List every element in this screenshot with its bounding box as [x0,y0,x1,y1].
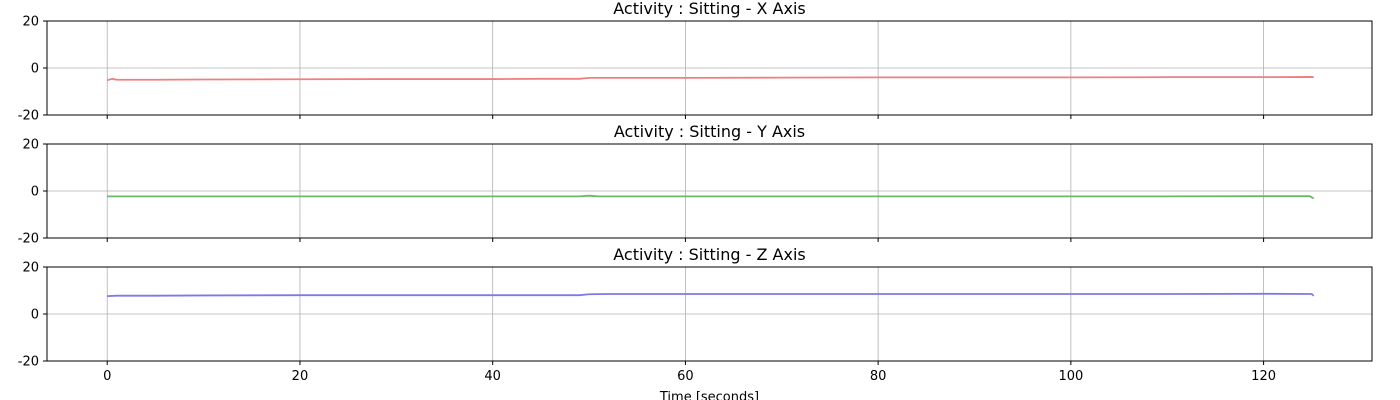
z-axis-ytick-label: 0 [31,308,39,323]
z-axis-ytick-label: 20 [22,261,39,276]
x-axis-title: Activity : Sitting - X Axis [613,0,805,18]
y-axis-ytick-label: -20 [18,232,39,247]
z-axis-xtick-label: 60 [677,369,694,384]
x-axis-ytick-label: -20 [18,109,39,124]
y-axis-title: Activity : Sitting - Y Axis [614,122,805,141]
z-axis-title: Activity : Sitting - Z Axis [613,245,805,264]
subplot-panels: -20 0 20 Activity : Sitting - X Axis -20 0 20 A… [18,0,1373,400]
x-axis-ytick-label: 20 [22,15,39,30]
y-axis-ytick-label: 20 [22,138,39,153]
z-axis-xtick-label: 20 [292,369,309,384]
z-axis-xlabel: Time [seconds] [659,390,759,400]
z-axis-ytick-label: -20 [18,355,39,370]
y-axis-series-line [107,194,1315,200]
x-axis-ytick-label: 0 [31,62,39,77]
y-axis-ytick-label: 0 [31,185,39,200]
z-axis-xtick-label: 120 [1251,369,1276,384]
z-axis-xtick-label: 100 [1058,369,1083,384]
z-axis-series-line [107,292,1315,298]
z-axis-subplot: -20 0 20 0 20 40 60 80 100 120 Activity : Sitting … [18,245,1373,400]
x-axis-subplot: -20 0 20 Activity : Sitting - X Axis [18,0,1373,124]
z-axis-xtick-label: 80 [870,369,887,384]
y-axis-subplot: -20 0 20 Activity : Sitting - Y Axis [18,122,1373,247]
z-axis-xtick-label: 0 [103,369,111,384]
z-axis-xtick-label: 40 [484,369,501,384]
x-axis-series-line [106,76,1314,82]
